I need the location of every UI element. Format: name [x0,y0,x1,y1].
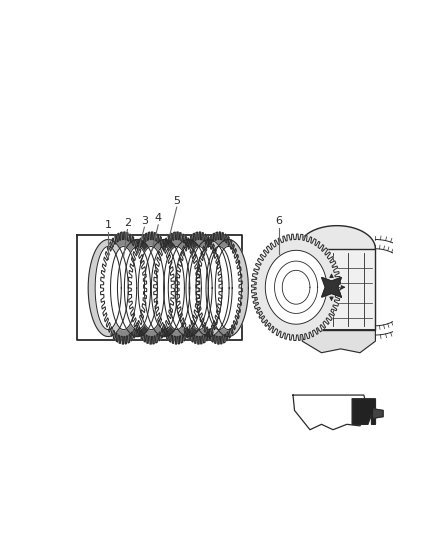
Text: 4: 4 [155,213,162,223]
Polygon shape [168,239,208,336]
Polygon shape [298,249,375,329]
Polygon shape [352,399,375,424]
Polygon shape [164,246,190,329]
Polygon shape [265,251,327,324]
Polygon shape [186,246,212,329]
Text: 2: 2 [124,218,131,228]
Polygon shape [138,246,164,329]
Polygon shape [215,246,241,329]
Text: 5: 5 [173,196,180,206]
Polygon shape [298,225,375,249]
Polygon shape [151,246,177,329]
Polygon shape [154,232,200,344]
Polygon shape [251,234,341,341]
Polygon shape [374,409,383,418]
Polygon shape [88,239,128,336]
Polygon shape [206,246,232,329]
Polygon shape [128,232,174,344]
Text: 3: 3 [141,216,148,225]
Polygon shape [254,253,304,329]
Polygon shape [196,232,242,344]
Polygon shape [196,246,222,329]
Polygon shape [145,239,184,336]
Polygon shape [110,246,137,329]
Polygon shape [95,246,121,329]
Polygon shape [175,246,201,329]
Text: 6: 6 [276,216,283,227]
Polygon shape [117,239,158,336]
Text: 1: 1 [105,220,112,230]
Polygon shape [261,260,298,322]
Polygon shape [302,329,375,353]
Polygon shape [321,278,341,297]
Polygon shape [100,232,147,344]
Polygon shape [176,232,222,344]
Polygon shape [208,239,248,336]
Polygon shape [124,246,151,329]
Polygon shape [189,239,229,336]
